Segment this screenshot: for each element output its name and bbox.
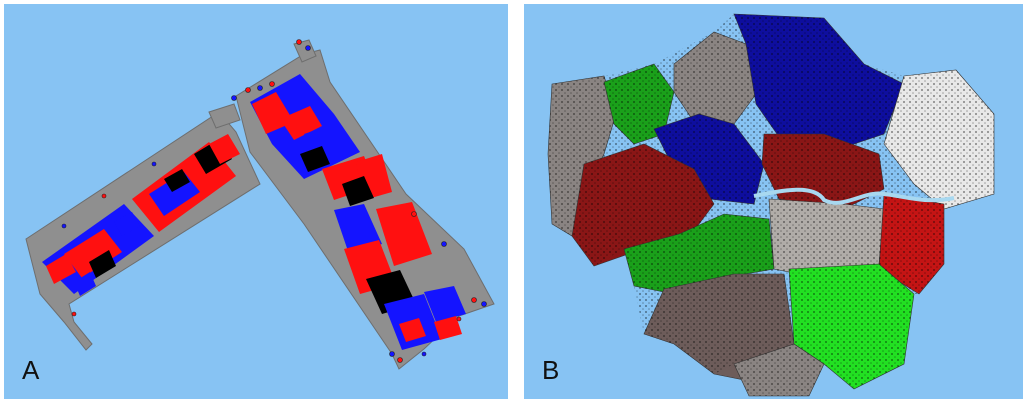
buildings-right-arm (250, 74, 466, 350)
panel-b-label: B (542, 355, 560, 385)
panel-b: B (524, 4, 1023, 399)
dot-overlay (548, 14, 994, 396)
building-map (25, 39, 495, 370)
borough-map (547, 13, 995, 397)
river (753, 187, 955, 205)
panel-a-label: A (22, 355, 40, 385)
point-markers (61, 39, 487, 363)
buildings-left-arm (42, 134, 240, 296)
panel-a: A (4, 4, 508, 399)
